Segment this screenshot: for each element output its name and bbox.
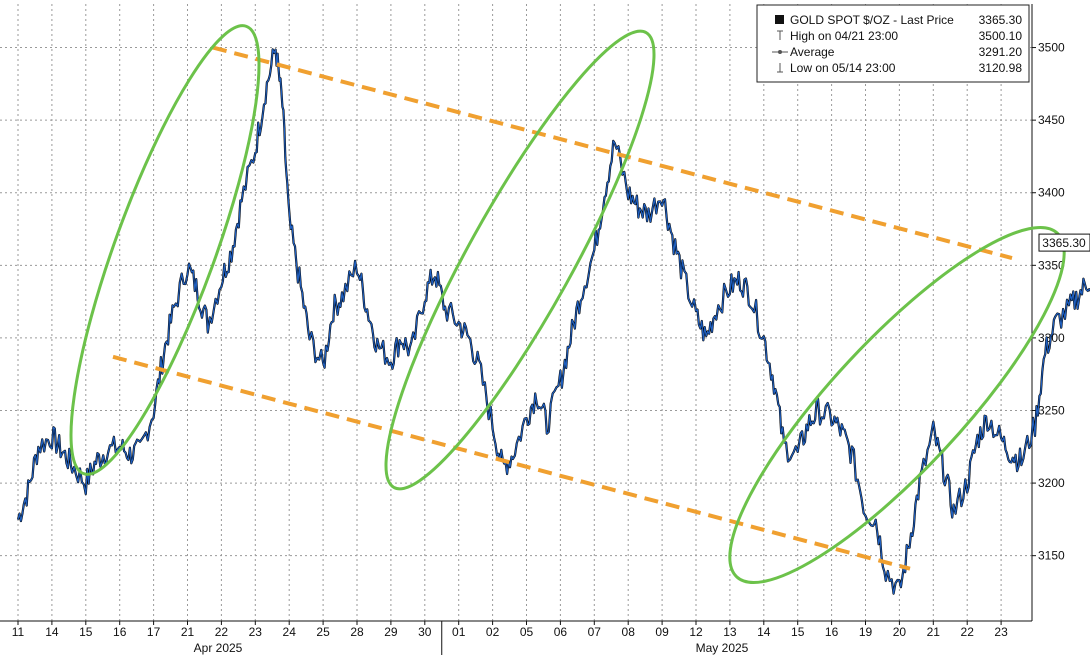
legend-series-swatch [775,15,784,24]
x-tick-label: 22 [961,625,975,639]
x-tick-label: 14 [45,625,59,639]
legend-entry-label: GOLD SPOT $/OZ - Last Price [790,13,954,27]
x-tick-label: 20 [893,625,907,639]
last-price-tag-box [1038,233,1090,252]
y-tick-label: 3500 [1038,41,1065,55]
average-dot-icon [778,50,782,54]
x-tick-label: 25 [316,625,330,639]
x-tick-label: 05 [520,625,534,639]
y-tick-label: 3250 [1038,403,1065,417]
price-layer [16,48,1090,595]
x-tick-label: 07 [588,625,602,639]
x-tick-label: 30 [418,625,432,639]
legend-entry-value: 3291.20 [979,45,1023,59]
x-tick-label: 16 [825,625,839,639]
legend-entry-label: Average [790,45,835,59]
legend-entry-label: High on 04/21 23:00 [790,29,898,43]
x-tick-label: 14 [757,625,771,639]
x-tick-label: 23 [249,625,263,639]
x-tick-label: 22 [215,625,229,639]
legend-entry-value: 3120.98 [979,61,1023,75]
y-tick-label: 3200 [1038,476,1065,490]
x-tick-label: 08 [622,625,636,639]
x-tick-label: 11 [12,625,25,639]
x-tick-label: 21 [927,625,941,639]
x-tick-label: 01 [452,625,466,639]
y-tick-label: 3400 [1038,186,1065,200]
x-tick-label: 28 [350,625,364,639]
x-tick-label: 24 [283,625,297,639]
annotation-layer [69,24,1066,584]
x-tick-label: 15 [791,625,805,639]
x-tick-label: 29 [384,625,398,639]
grid-layer [0,4,1032,621]
legend-box [756,4,1030,83]
upper-trend-line [212,45,1013,260]
low-marker-icon [777,63,783,73]
y-tick-label: 3350 [1038,258,1065,272]
month-label: May 2025 [696,641,749,655]
last-price-tag: 3365.30 [1038,233,1090,252]
legend: GOLD SPOT $/OZ - Last Price 3365.30 High… [756,4,1030,83]
x-tick-label: 15 [79,625,93,639]
last-price-tag-text: 3365.30 [1042,236,1086,250]
legend-entry-label: Low on 05/14 23:00 [790,61,896,75]
x-tick-label: 16 [113,625,127,639]
y-tick-label: 3450 [1038,113,1065,127]
highlight-ellipse [69,24,261,476]
lower-trend-line [112,354,911,571]
y-tick-label: 3150 [1038,549,1065,563]
x-tick-label: 02 [486,625,500,639]
highlight-ellipse [728,226,1066,584]
legend-entry-value: 3365.30 [979,13,1023,27]
high-marker-icon [777,30,783,40]
legend-entry-value: 3500.10 [979,29,1023,43]
x-tick-label: 12 [689,625,703,639]
x-tick-label: 21 [181,625,195,639]
month-label: Apr 2025 [194,641,243,655]
x-tick-label: 17 [147,625,161,639]
x-tick-label: 19 [859,625,873,639]
x-tick-label: 06 [554,625,568,639]
price-line [17,48,1090,595]
x-tick-label: 13 [723,625,737,639]
highlight-ellipse [384,29,656,491]
x-tick-label: 23 [994,625,1008,639]
x-tick-label: 09 [655,625,669,639]
